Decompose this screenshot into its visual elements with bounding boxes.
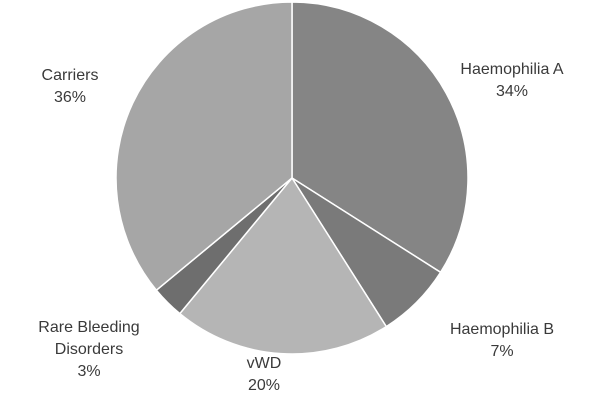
slice-name-rare-bleeding-disorders: Rare Bleeding bbox=[38, 319, 139, 336]
slice-name-vwd: vWD bbox=[247, 355, 282, 372]
slice-value-carriers: 36% bbox=[54, 89, 86, 106]
slice-value-haemophilia-b: 7% bbox=[490, 343, 513, 360]
slice-label-vwd: vWD 20% bbox=[247, 355, 282, 394]
slice-label-carriers: Carriers 36% bbox=[42, 67, 99, 106]
pie-slice-haemophilia-a bbox=[291, 1, 469, 274]
slice-name-haemophilia-a: Haemophilia A bbox=[460, 61, 564, 78]
slice-name-carriers: Carriers bbox=[42, 67, 99, 84]
slice-label-haemophilia-b: Haemophilia B 7% bbox=[450, 321, 554, 360]
slice-name-haemophilia-b: Haemophilia B bbox=[450, 321, 554, 338]
pie-slice-carriers bbox=[115, 1, 293, 292]
slice-value-haemophilia-a: 34% bbox=[496, 83, 528, 100]
pie-slice-vwd bbox=[178, 176, 388, 355]
slice-value-rare-bleeding-disorders: 3% bbox=[77, 363, 100, 380]
slice-value-vwd: 20% bbox=[248, 377, 280, 394]
slice-label-haemophilia-a: Haemophilia A 34% bbox=[460, 61, 564, 100]
slice-name-rare-bleeding-disorders: Disorders bbox=[55, 341, 123, 358]
slice-label-rare-bleeding-disorders: Rare Bleeding Disorders 3% bbox=[38, 319, 139, 380]
